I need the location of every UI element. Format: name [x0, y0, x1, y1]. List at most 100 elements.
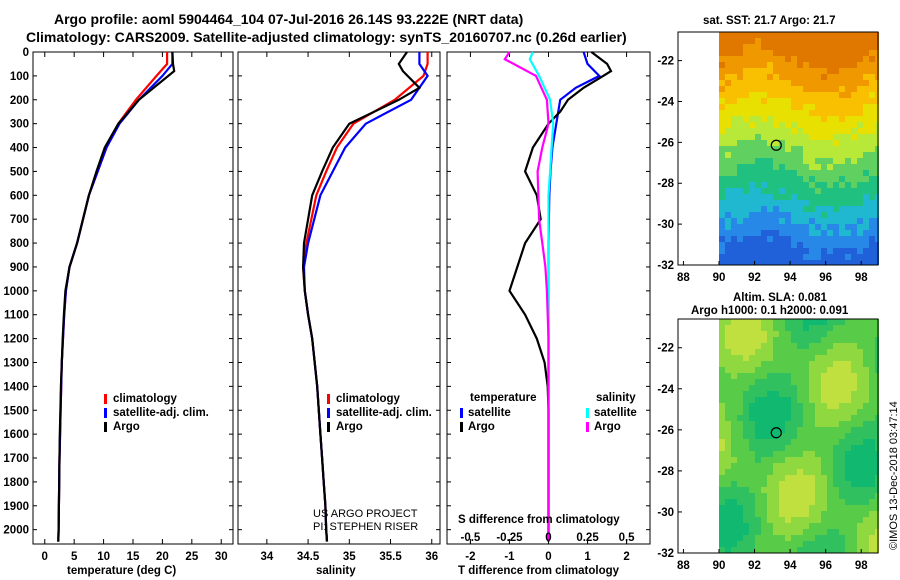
- sla-map-cell: [869, 457, 875, 463]
- sst-map-cell: [725, 152, 731, 158]
- sla-map-cell: [833, 523, 839, 529]
- depth-tick-label: 300: [10, 119, 29, 131]
- sla-map-cell: [785, 379, 791, 385]
- sla-map-cell: [821, 409, 827, 415]
- sla-map-cell: [761, 547, 767, 553]
- sla-lat-tick-label: -22: [657, 343, 674, 355]
- sla-map-cell: [851, 499, 857, 505]
- sst-map-cell: [785, 176, 791, 182]
- sst-map-cell: [857, 68, 863, 74]
- sla-map-cell: [779, 355, 785, 361]
- sst-map-cell: [875, 80, 879, 86]
- sst-map-cell: [869, 236, 875, 242]
- sla-map-cell: [779, 439, 785, 445]
- sla-map-cell: [761, 529, 767, 535]
- sst-map-cell: [719, 164, 725, 170]
- sst-map-cell: [827, 56, 833, 62]
- sla-map-cell: [767, 451, 773, 457]
- sst-map-cell: [839, 152, 845, 158]
- salinity-xtick-label: 34: [260, 551, 273, 563]
- sst-map-cell: [797, 122, 803, 128]
- sla-map-cell: [767, 409, 773, 415]
- sst-map-cell: [773, 110, 779, 116]
- sla-map-cell: [815, 385, 821, 391]
- sst-map-cell: [761, 104, 767, 110]
- sla-map-cell: [743, 379, 749, 385]
- sst-map-cell: [785, 224, 791, 230]
- sst-map-cell: [863, 146, 869, 152]
- sla-map-cell: [719, 409, 725, 415]
- sst-lat-tick-label: -30: [657, 219, 674, 231]
- sla-map-cell: [767, 505, 773, 511]
- sst-map-cell: [815, 164, 821, 170]
- sst-map-cell: [779, 128, 785, 134]
- sst-map-cell: [737, 230, 743, 236]
- sla-map-cell: [725, 337, 731, 343]
- sla-map-cell: [857, 325, 863, 331]
- sst-map-cell: [797, 62, 803, 68]
- sst-map-cell: [743, 194, 749, 200]
- sla-map-cell: [857, 505, 863, 511]
- sst-map-cell: [809, 74, 815, 80]
- sst-map-cell: [833, 92, 839, 98]
- sla-lon-tick-label: 98: [855, 560, 868, 572]
- sla-map-cell: [725, 397, 731, 403]
- sst-map-cell: [815, 188, 821, 194]
- sla-map-cell: [857, 409, 863, 415]
- sla-map-cell: [863, 373, 869, 379]
- sla-map-cell: [827, 481, 833, 487]
- sst-map-cell: [875, 38, 879, 44]
- sla-map-cell: [725, 547, 731, 553]
- sst-map-cell: [755, 116, 761, 122]
- sla-map-cell: [815, 505, 821, 511]
- sst-map-cell: [845, 164, 851, 170]
- sst-map-cell: [755, 236, 761, 242]
- sst-map-cell: [863, 206, 869, 212]
- sla-map-cell: [773, 439, 779, 445]
- sla-map-cell: [725, 343, 731, 349]
- sst-map-cell: [869, 92, 875, 98]
- sst-map-cell: [785, 206, 791, 212]
- sst-map-cell: [839, 212, 845, 218]
- sst-map-cell: [737, 74, 743, 80]
- sst-map-cell: [785, 116, 791, 122]
- sst-map-cell: [785, 188, 791, 194]
- sst-map-cell: [839, 86, 845, 92]
- sla-map-cell: [749, 499, 755, 505]
- sst-map-cell: [725, 182, 731, 188]
- sst-map-cell: [851, 188, 857, 194]
- sla-map-cell: [869, 331, 875, 337]
- sst-map-cell: [761, 146, 767, 152]
- sst-map-cell: [821, 122, 827, 128]
- sla-map-cell: [749, 529, 755, 535]
- sla-map-cell: [827, 427, 833, 433]
- sst-map-cell: [851, 122, 857, 128]
- sst-map-cell: [797, 104, 803, 110]
- sla-map-cell: [719, 367, 725, 373]
- sla-map-cell: [803, 325, 809, 331]
- sla-map-cell: [767, 535, 773, 541]
- sst-map-cell: [839, 182, 845, 188]
- sla-map-cell: [827, 349, 833, 355]
- sla-map-cell: [863, 355, 869, 361]
- sst-map-cell: [767, 98, 773, 104]
- sst-map-cell: [743, 206, 749, 212]
- sla-map-cell: [749, 505, 755, 511]
- sla-map-cell: [863, 469, 869, 475]
- sla-map-cell: [803, 487, 809, 493]
- sst-map-cell: [773, 38, 779, 44]
- sla-map-cell: [809, 409, 815, 415]
- sla-map-cell: [743, 493, 749, 499]
- sla-map-cell: [761, 337, 767, 343]
- sst-map-cell: [749, 152, 755, 158]
- sst-map-cell: [761, 254, 767, 260]
- sla-map-cell: [779, 421, 785, 427]
- sst-map-cell: [779, 242, 785, 248]
- sla-map-cell: [869, 493, 875, 499]
- sst-map-cell: [731, 212, 737, 218]
- sst-map-cell: [737, 128, 743, 134]
- sla-map-cell: [845, 511, 851, 517]
- sst-map-cell: [851, 182, 857, 188]
- sla-map-cell: [809, 373, 815, 379]
- sst-map-cell: [863, 68, 869, 74]
